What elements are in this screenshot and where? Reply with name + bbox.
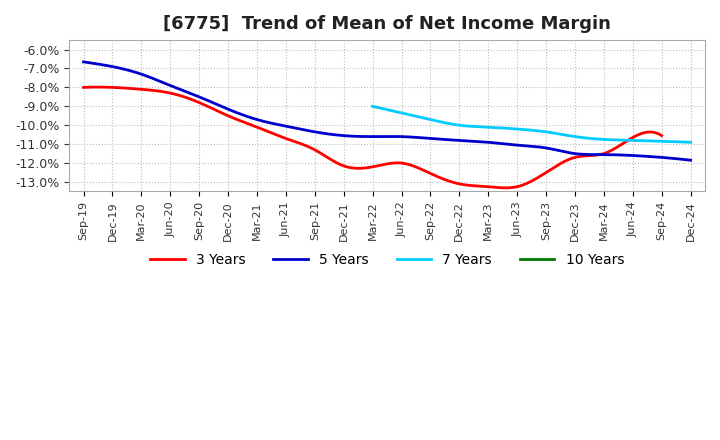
7 Years xyxy=(368,104,377,109)
3 Years xyxy=(423,169,432,175)
7 Years xyxy=(636,138,645,143)
7 Years xyxy=(557,132,565,137)
5 Years xyxy=(451,137,459,143)
5 Years xyxy=(441,137,449,142)
7 Years xyxy=(657,139,665,144)
3 Years xyxy=(435,175,444,180)
3 Years xyxy=(570,155,579,160)
Line: 7 Years: 7 Years xyxy=(372,106,690,142)
5 Years xyxy=(686,158,695,163)
5 Years xyxy=(81,59,90,65)
3 Years xyxy=(500,185,509,191)
5 Years xyxy=(79,59,88,65)
3 Years xyxy=(657,133,666,138)
3 Years xyxy=(607,148,616,153)
5 Years xyxy=(438,137,447,142)
3 Years xyxy=(93,84,102,90)
7 Years xyxy=(686,139,695,145)
3 Years xyxy=(79,85,88,90)
3 Years xyxy=(426,170,434,176)
7 Years xyxy=(557,132,566,137)
5 Years xyxy=(591,152,600,157)
3 Years xyxy=(81,84,90,90)
Title: [6775]  Trend of Mean of Net Income Margin: [6775] Trend of Mean of Net Income Margi… xyxy=(163,15,611,33)
7 Years xyxy=(563,133,572,138)
Line: 5 Years: 5 Years xyxy=(84,62,690,160)
7 Years xyxy=(369,104,378,109)
Legend: 3 Years, 5 Years, 7 Years, 10 Years: 3 Years, 5 Years, 7 Years, 10 Years xyxy=(145,247,629,272)
5 Years xyxy=(629,153,638,158)
Line: 3 Years: 3 Years xyxy=(84,87,662,188)
